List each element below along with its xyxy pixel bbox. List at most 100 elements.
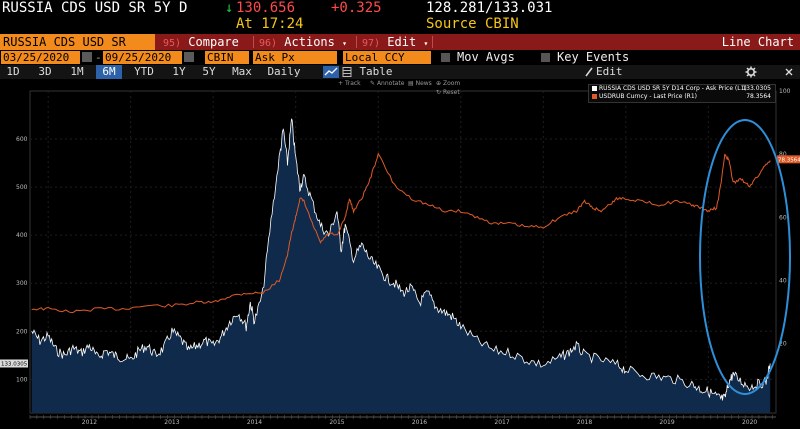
date-range-dash: - bbox=[95, 51, 102, 64]
last-value-tag-left bbox=[0, 359, 28, 368]
frequency-select[interactable]: Daily ▾ bbox=[264, 65, 304, 91]
mov-avgs-checkbox[interactable] bbox=[441, 53, 450, 62]
period-1y[interactable]: 1Y bbox=[172, 65, 186, 78]
x-tick-label: 2019 bbox=[659, 419, 674, 426]
calendar-icon[interactable] bbox=[184, 52, 194, 62]
compare-number: 95) bbox=[163, 38, 182, 49]
last-price: 130.656 bbox=[236, 0, 296, 16]
news-tool[interactable]: ▤ News bbox=[408, 80, 432, 87]
edit-number: 97) bbox=[362, 38, 381, 49]
key-events-checkbox[interactable] bbox=[541, 53, 550, 62]
annotate-label: Annotate bbox=[376, 80, 405, 87]
period-ytd[interactable]: YTD bbox=[134, 65, 154, 78]
y2-tick-label: 40 bbox=[779, 277, 787, 284]
y2-tick-label: 60 bbox=[779, 214, 787, 221]
track-tool[interactable]: + Track bbox=[338, 80, 361, 87]
y2-tick-label: 80 bbox=[779, 151, 787, 158]
track-label: Track bbox=[344, 80, 361, 87]
mov-avgs-label: Mov Avgs bbox=[457, 50, 515, 64]
period-3d[interactable]: 3D bbox=[38, 65, 52, 78]
price-field-select[interactable]: Ask Px bbox=[253, 51, 337, 64]
y2-tick-label: 20 bbox=[779, 341, 787, 348]
annotate-tool[interactable]: ✎ Annotate bbox=[370, 80, 404, 87]
y2-tick-label: 100 bbox=[779, 88, 791, 95]
chart-type-label[interactable]: Line Chart bbox=[721, 35, 794, 49]
price-chart[interactable]: 100 200 300 400 500 600 20 40 60 80 100 2012 2013 201… bbox=[0, 79, 800, 429]
source-field[interactable]: CBIN bbox=[205, 51, 249, 64]
caret-down-icon: ▾ bbox=[342, 39, 347, 48]
legend-value: 78.3564 bbox=[746, 93, 771, 100]
x-tick-label: 2018 bbox=[577, 419, 592, 426]
actions-label: Actions bbox=[284, 35, 335, 49]
x-tick-label: 2014 bbox=[247, 419, 262, 426]
pencil-icon bbox=[585, 67, 593, 77]
period-1d[interactable]: 1D bbox=[6, 65, 20, 78]
table-icon[interactable] bbox=[342, 66, 352, 78]
table-button[interactable]: Table bbox=[359, 65, 393, 78]
last-value-right: 78.3564 bbox=[778, 157, 800, 163]
zoom-icon: ⊕ bbox=[436, 80, 442, 87]
period-bar: 1D 3D 1M 6M YTD 1Y 5Y Max Daily ▾ Table … bbox=[0, 65, 800, 92]
end-date-field[interactable]: 09/25/2020 bbox=[103, 51, 182, 64]
close-icon[interactable] bbox=[784, 66, 794, 78]
y-tick-label: 300 bbox=[16, 280, 28, 287]
currency-select[interactable]: Local CCY bbox=[343, 51, 431, 64]
actions-number: 96) bbox=[259, 38, 278, 49]
edit-chart-button[interactable]: Edit Chart bbox=[596, 65, 629, 92]
edit-label: Edit bbox=[387, 35, 417, 49]
price-field-label: Ask Px bbox=[255, 51, 295, 64]
function-bar: RUSSIA CDS USD SR 95) Compare 96) Action… bbox=[0, 34, 800, 50]
highlight-ellipse bbox=[699, 119, 791, 395]
x-tick-label: 2012 bbox=[82, 419, 97, 426]
compare-button[interactable]: 95) Compare bbox=[163, 34, 239, 50]
ticker-field[interactable]: RUSSIA CDS USD SR bbox=[0, 34, 155, 50]
line-chart-icon[interactable] bbox=[323, 66, 339, 78]
reset-tool[interactable]: ↻ Reset bbox=[436, 89, 460, 96]
usdrub-price-line bbox=[31, 152, 771, 314]
caret-down-icon: ▾ bbox=[423, 39, 429, 48]
zoom-tool[interactable]: ⊕ Zoom bbox=[436, 80, 460, 87]
axis-labels: 100 200 300 400 500 600 20 40 60 80 100 2012 2013 201… bbox=[0, 88, 800, 426]
calendar-icon[interactable] bbox=[82, 52, 92, 62]
down-arrow-icon: ↓ bbox=[225, 0, 234, 16]
x-tick-label: 2016 bbox=[412, 419, 427, 426]
period-6m[interactable]: 6M bbox=[96, 65, 122, 79]
news-label: News bbox=[415, 80, 432, 87]
x-tick-label: 2017 bbox=[494, 419, 509, 426]
compare-label: Compare bbox=[188, 35, 239, 49]
divider bbox=[253, 36, 254, 48]
legend-value: 133.0305 bbox=[742, 85, 771, 92]
period-1m[interactable]: 1M bbox=[70, 65, 84, 78]
legend-item-usdrub[interactable]: USDRUB Curncy - Last Price (R1) 78.3564 bbox=[592, 93, 773, 101]
bid-ask: 128.281/133.031 bbox=[426, 0, 553, 16]
last-value-tag-right bbox=[777, 155, 800, 164]
quote-time: At 17:24 bbox=[236, 16, 304, 32]
pricing-source: Source CBIN bbox=[426, 16, 519, 32]
legend-item-cds[interactable]: RUSSIA CDS USD SR 5Y D14 Corp - Ask Pric… bbox=[592, 85, 773, 93]
annotate-icon: ✎ bbox=[370, 80, 376, 87]
security-header: RUSSIA CDS USD SR 5Y D ↓ 130.656 +0.325 … bbox=[0, 0, 800, 34]
legend-label: RUSSIA CDS USD SR 5Y D14 Corp - Ask Pric… bbox=[599, 85, 747, 92]
period-max[interactable]: Max bbox=[232, 65, 252, 78]
news-icon: ▤ bbox=[408, 80, 414, 87]
cds-price-line bbox=[31, 118, 771, 401]
y-tick-label: 400 bbox=[16, 232, 28, 239]
price-change: +0.325 bbox=[331, 0, 382, 16]
actions-button[interactable]: 96) Actions ▾ bbox=[259, 34, 347, 50]
y-tick-label: 200 bbox=[16, 328, 28, 335]
legend-label: USDRUB Curncy - Last Price (R1) bbox=[599, 93, 698, 100]
last-value-left: 133.0305 bbox=[1, 361, 28, 367]
x-tick-label: 2015 bbox=[329, 419, 344, 426]
edit-button[interactable]: 97) Edit ▾ bbox=[362, 34, 428, 50]
x-tick-label: 2013 bbox=[164, 419, 179, 426]
start-date-field[interactable]: 03/25/2020 bbox=[1, 51, 80, 64]
chart-area[interactable]: 100 200 300 400 500 600 20 40 60 80 100 2012 2013 201… bbox=[0, 79, 800, 429]
reset-label: Reset bbox=[442, 89, 460, 96]
chart-legend: RUSSIA CDS USD SR 5Y D14 Corp - Ask Pric… bbox=[588, 84, 776, 103]
crosshair-icon: + bbox=[338, 80, 344, 87]
gear-icon[interactable] bbox=[745, 66, 757, 78]
legend-swatch bbox=[592, 94, 597, 99]
x-tick-label: 2020 bbox=[742, 419, 757, 426]
parameter-bar: 03/25/2020 - 09/25/2020 CBIN Ask Px Loca… bbox=[0, 50, 800, 65]
period-5y[interactable]: 5Y bbox=[202, 65, 216, 78]
